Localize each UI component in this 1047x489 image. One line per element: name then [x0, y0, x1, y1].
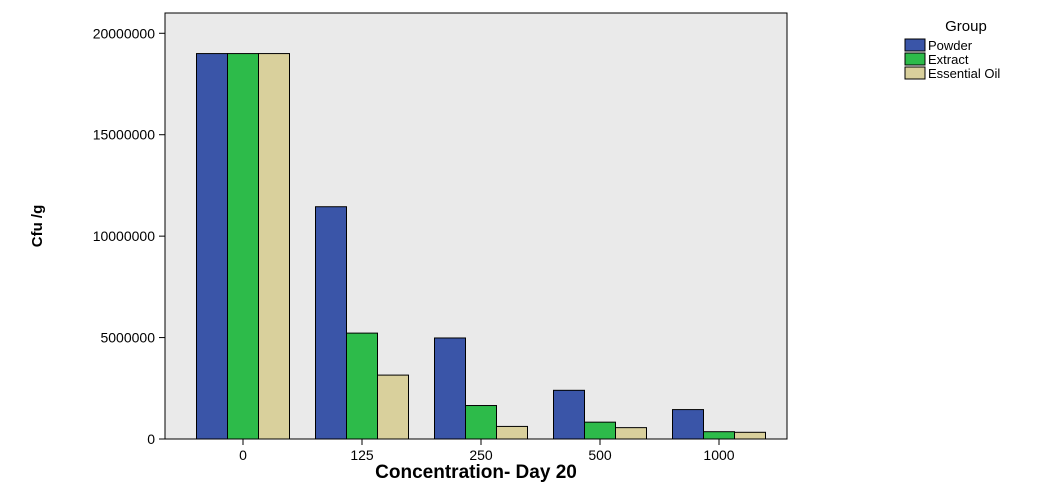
bar-powder-1000: [672, 409, 704, 440]
bar-extract-1000: [703, 431, 735, 440]
x-axis-title: Concentration- Day 20: [375, 462, 577, 483]
legend-swatch-powder: [904, 38, 926, 52]
legend-title: Group: [945, 18, 987, 35]
x-tick-label: 1000: [703, 447, 734, 463]
legend-label: Extract: [928, 52, 969, 67]
bar-powder-125: [315, 206, 347, 440]
bar-powder-0: [196, 53, 228, 440]
x-tick-label: 250: [469, 447, 493, 463]
legend-swatch-extract: [904, 52, 926, 66]
y-axis-title: Cfu /g: [29, 205, 46, 248]
bar-essential-oil-1000: [734, 431, 766, 440]
y-tick-label: 15000000: [93, 127, 156, 143]
x-tick-label: 500: [588, 447, 612, 463]
legend-label: Essential Oil: [928, 66, 1000, 81]
bar-essential-oil-250: [496, 425, 528, 440]
x-axis: 0 125 250 500 1000: [239, 439, 735, 463]
y-tick-label: 20000000: [93, 25, 156, 41]
legend-swatch-essential-oil: [904, 66, 926, 80]
y-axis: 0 5000000 10000000 15000000 20000000: [93, 25, 165, 447]
y-tick-label: 10000000: [93, 228, 156, 244]
bar-extract-125: [346, 332, 378, 440]
bar-extract-500: [584, 421, 616, 440]
bar-powder-500: [553, 389, 585, 440]
bar-essential-oil-500: [615, 427, 647, 440]
bar-extract-250: [465, 405, 497, 440]
bars-group: [196, 53, 766, 440]
legend-label: Powder: [928, 38, 973, 53]
bar-essential-oil-0: [258, 53, 290, 440]
bar-essential-oil-125: [377, 374, 409, 440]
x-tick-label: 0: [239, 447, 247, 463]
x-tick-label: 125: [350, 447, 374, 463]
bar-powder-250: [434, 337, 466, 440]
y-tick-label: 5000000: [100, 330, 155, 346]
bar-extract-0: [227, 53, 259, 440]
y-tick-label: 0: [147, 431, 155, 447]
